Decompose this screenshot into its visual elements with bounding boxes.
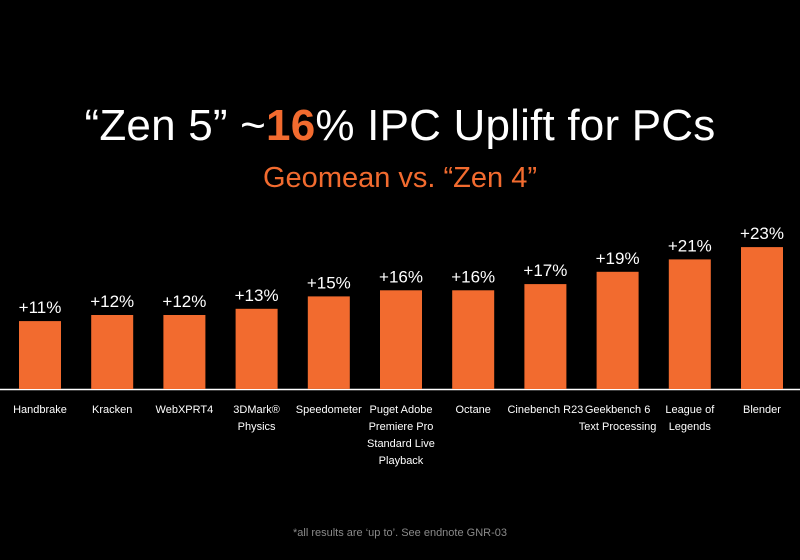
chart-title: “Zen 5” ~16% IPC Uplift for PCs — [0, 98, 800, 154]
data-label-8: +17% — [523, 261, 567, 280]
bar-9 — [596, 271, 639, 389]
bar-4 — [235, 308, 278, 389]
data-label-5: +15% — [307, 273, 351, 292]
bar-8 — [524, 284, 567, 389]
category-label-6: Puget Adobe Premiere Pro Standard Live P… — [367, 404, 435, 467]
title-suffix: % IPC Uplift for PCs — [315, 101, 716, 150]
footnote: *all results are ‘up to’. See endnote GN… — [292, 527, 507, 539]
category-label-1: Handbrake — [13, 404, 67, 416]
bar-1 — [19, 321, 61, 389]
bar-6 — [380, 290, 422, 389]
title-accent-value: 16 — [266, 101, 316, 150]
category-label-8: Cinebench R23 — [507, 404, 584, 416]
category-label-5: Speedometer — [295, 404, 362, 416]
category-label-4: 3DMark® Physics — [233, 404, 280, 433]
bar-11 — [741, 247, 783, 389]
data-label-10: +21% — [668, 236, 712, 255]
data-label-7: +16% — [451, 267, 495, 286]
data-label-2: +12% — [90, 292, 134, 311]
category-label-9: Geekbench 6 Text Processing — [578, 404, 657, 433]
bar-3 — [163, 315, 206, 389]
data-label-6: +16% — [379, 267, 423, 286]
data-label-9: +19% — [596, 249, 640, 268]
category-label-10: League of Legends — [665, 404, 715, 433]
bar-2 — [91, 315, 134, 389]
category-label-11: Blender — [743, 404, 781, 416]
data-label-3: +12% — [162, 292, 206, 311]
data-label-1: +11% — [19, 298, 62, 317]
chart-subtitle: Geomean vs. “Zen 4” — [263, 162, 537, 194]
title-prefix: “Zen 5” ~ — [84, 101, 267, 150]
bar-5 — [307, 296, 350, 389]
bar-7 — [452, 290, 495, 389]
category-label-7: Octane — [455, 404, 491, 416]
data-label-4: +13% — [235, 286, 279, 305]
data-label-11: +23% — [740, 224, 784, 243]
category-label-3: WebXPRT4 — [155, 404, 214, 416]
category-label-2: Kracken — [92, 404, 133, 416]
bar-10 — [668, 259, 711, 389]
